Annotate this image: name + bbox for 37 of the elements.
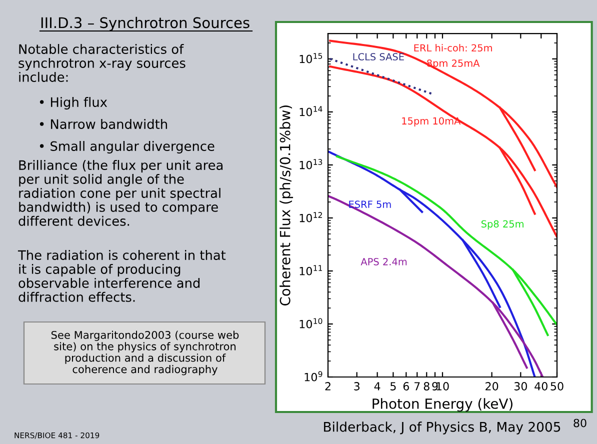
x-tick-label: 3 bbox=[354, 382, 360, 390]
text: Brilliance (the flux per unit area per unit solid angle of the radiation cone per unit spectral bandwidth) is used to compare different devices. bbox=[18, 160, 223, 226]
y-tick-label: 10$^{11}$ bbox=[300, 265, 322, 276]
y-tick-label: 10$^{10}$ bbox=[300, 318, 322, 328]
x-tick-label: 50 bbox=[550, 382, 564, 390]
y-tick-label: 10$^{13}$ bbox=[300, 159, 322, 170]
text: III.D.3 – Synchrotron Sources bbox=[41, 16, 250, 32]
series-label: APS 2.4m bbox=[360, 258, 407, 266]
annotation: ERL hi-coh: 25m bbox=[414, 44, 492, 52]
text: 80 bbox=[574, 418, 586, 428]
x-tick-label: 5 bbox=[390, 382, 396, 390]
x-tick-label: 40 bbox=[534, 382, 548, 390]
x-tick-label: 6 bbox=[403, 382, 409, 390]
text: • High flux bbox=[40, 97, 108, 110]
text: • Small angular divergence bbox=[40, 141, 214, 154]
y-tick-label: 10$^{9}$ bbox=[304, 371, 322, 382]
x-axis-title: Photon Energy (keV) bbox=[372, 398, 512, 412]
y-tick-label: 10$^{14}$ bbox=[300, 106, 322, 116]
y-tick-label: 10$^{12}$ bbox=[300, 212, 322, 222]
series-label: LCLS SASE bbox=[353, 53, 404, 60]
series-label: ESRF 5m bbox=[349, 200, 391, 208]
y-tick-label: 10$^{15}$ bbox=[300, 53, 322, 64]
x-tick-label: 9 bbox=[432, 382, 438, 390]
x-tick-label: 20 bbox=[486, 382, 498, 390]
y-axis-title: Coherent Flux (ph/s/0.1%bw) bbox=[280, 106, 294, 306]
x-tick-label: 8 bbox=[424, 382, 430, 390]
x-tick-label: 10 bbox=[436, 382, 449, 390]
x-tick-label: 4 bbox=[374, 382, 380, 390]
text: The radiation is coherent in that it is capable of producing observable interference and diffraction effects. bbox=[18, 250, 226, 302]
x-tick-label: 2 bbox=[325, 382, 330, 390]
text: Notable characteristics of synchrotron x-ray sources include: bbox=[18, 44, 186, 82]
x-tick-label: 30 bbox=[514, 382, 527, 390]
text: Bilderback, J of Physics B, May 2005 bbox=[324, 422, 560, 434]
text: See Margaritondo2003 (course web site) on the physics of synchrotron production and a discussion of coherence and radiography bbox=[51, 330, 239, 376]
series-label: Sp8 25m bbox=[481, 220, 524, 230]
x-tick-label: 7 bbox=[414, 382, 420, 390]
text: • Narrow bandwidth bbox=[40, 119, 167, 129]
